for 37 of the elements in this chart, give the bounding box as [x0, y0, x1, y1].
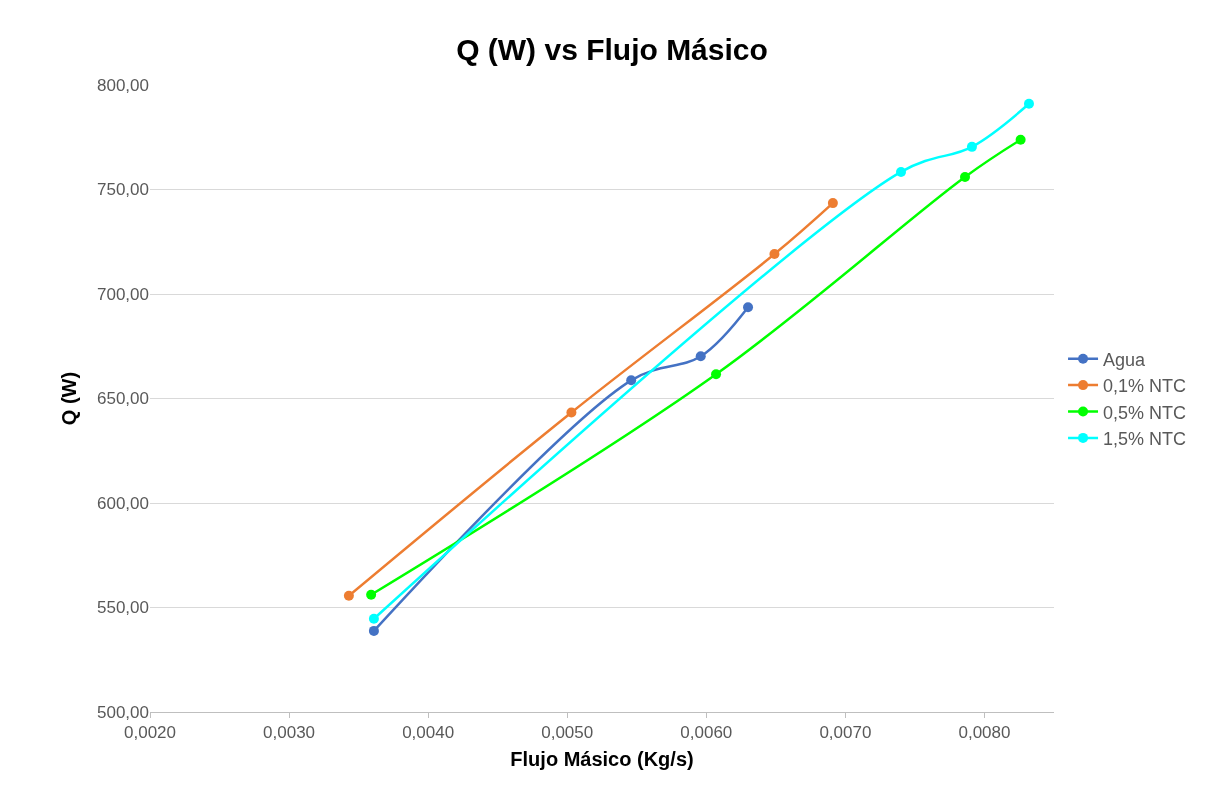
point	[626, 375, 637, 386]
y-tick-label: 800,00	[97, 75, 149, 95]
y-tick-label: 550,00	[97, 598, 149, 618]
x-tick-label: 0,0020	[124, 723, 176, 743]
x-tick-label: 0,0060	[680, 723, 733, 743]
x-tick-label: 0,0070	[819, 723, 872, 743]
x-tick-label: 0,0040	[402, 723, 455, 743]
x-tick-label: 0,0050	[541, 723, 594, 743]
y-tick-label: 500,00	[97, 702, 149, 722]
y-tick-label: 600,00	[97, 493, 149, 513]
y-tick-label: 750,00	[97, 180, 149, 200]
point	[966, 141, 977, 152]
x-axis-title: Flujo Másico (Kg/s)	[510, 747, 694, 770]
chart-title: Q (W) vs Flujo Másico	[456, 33, 768, 67]
point	[959, 171, 970, 182]
y-tick-label: 700,00	[97, 284, 149, 304]
legend-label: 1,5% NTC	[1103, 428, 1187, 449]
point	[368, 613, 379, 624]
legend-label: 0,5% NTC	[1103, 402, 1187, 423]
point	[896, 166, 907, 177]
y-tick-label: 650,00	[97, 389, 149, 409]
y-axis-title: Q (W)	[57, 371, 80, 426]
legend-label: Agua	[1103, 349, 1147, 370]
point	[566, 407, 577, 418]
point	[711, 369, 722, 380]
point	[343, 590, 354, 601]
point	[368, 625, 379, 636]
point	[743, 302, 754, 313]
x-tick-label: 0,0030	[263, 723, 316, 743]
point	[827, 198, 838, 209]
x-tick-label: 0,0080	[958, 723, 1011, 743]
point	[1015, 134, 1026, 145]
point	[366, 589, 377, 600]
point	[695, 351, 706, 362]
point	[769, 249, 780, 260]
point	[1023, 98, 1034, 109]
legend-label: 0,1% NTC	[1103, 376, 1187, 397]
